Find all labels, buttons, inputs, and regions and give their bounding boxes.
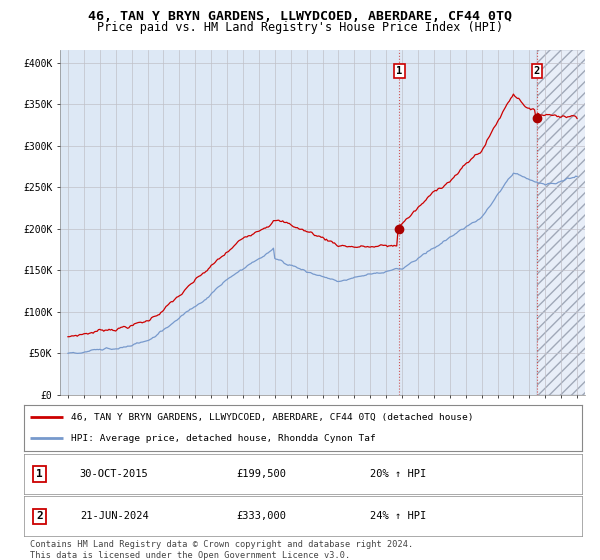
- Text: 46, TAN Y BRYN GARDENS, LLWYDCOED, ABERDARE, CF44 0TQ: 46, TAN Y BRYN GARDENS, LLWYDCOED, ABERD…: [88, 10, 512, 22]
- Text: 1: 1: [396, 66, 403, 76]
- Text: Price paid vs. HM Land Registry's House Price Index (HPI): Price paid vs. HM Land Registry's House …: [97, 21, 503, 34]
- Text: 2: 2: [533, 66, 540, 76]
- Text: 20% ↑ HPI: 20% ↑ HPI: [370, 469, 426, 479]
- Text: £199,500: £199,500: [236, 469, 286, 479]
- Text: 1: 1: [36, 469, 43, 479]
- Text: Contains HM Land Registry data © Crown copyright and database right 2024.
This d: Contains HM Land Registry data © Crown c…: [30, 540, 413, 560]
- Text: £333,000: £333,000: [236, 511, 286, 521]
- Text: 21-JUN-2024: 21-JUN-2024: [80, 511, 149, 521]
- Text: 46, TAN Y BRYN GARDENS, LLWYDCOED, ABERDARE, CF44 0TQ (detached house): 46, TAN Y BRYN GARDENS, LLWYDCOED, ABERD…: [71, 413, 474, 422]
- Bar: [537, 50, 600, 395]
- Text: 2: 2: [36, 511, 43, 521]
- Text: HPI: Average price, detached house, Rhondda Cynon Taf: HPI: Average price, detached house, Rhon…: [71, 434, 376, 443]
- Text: 24% ↑ HPI: 24% ↑ HPI: [370, 511, 426, 521]
- Text: 30-OCT-2015: 30-OCT-2015: [80, 469, 149, 479]
- Bar: [537, 50, 585, 395]
